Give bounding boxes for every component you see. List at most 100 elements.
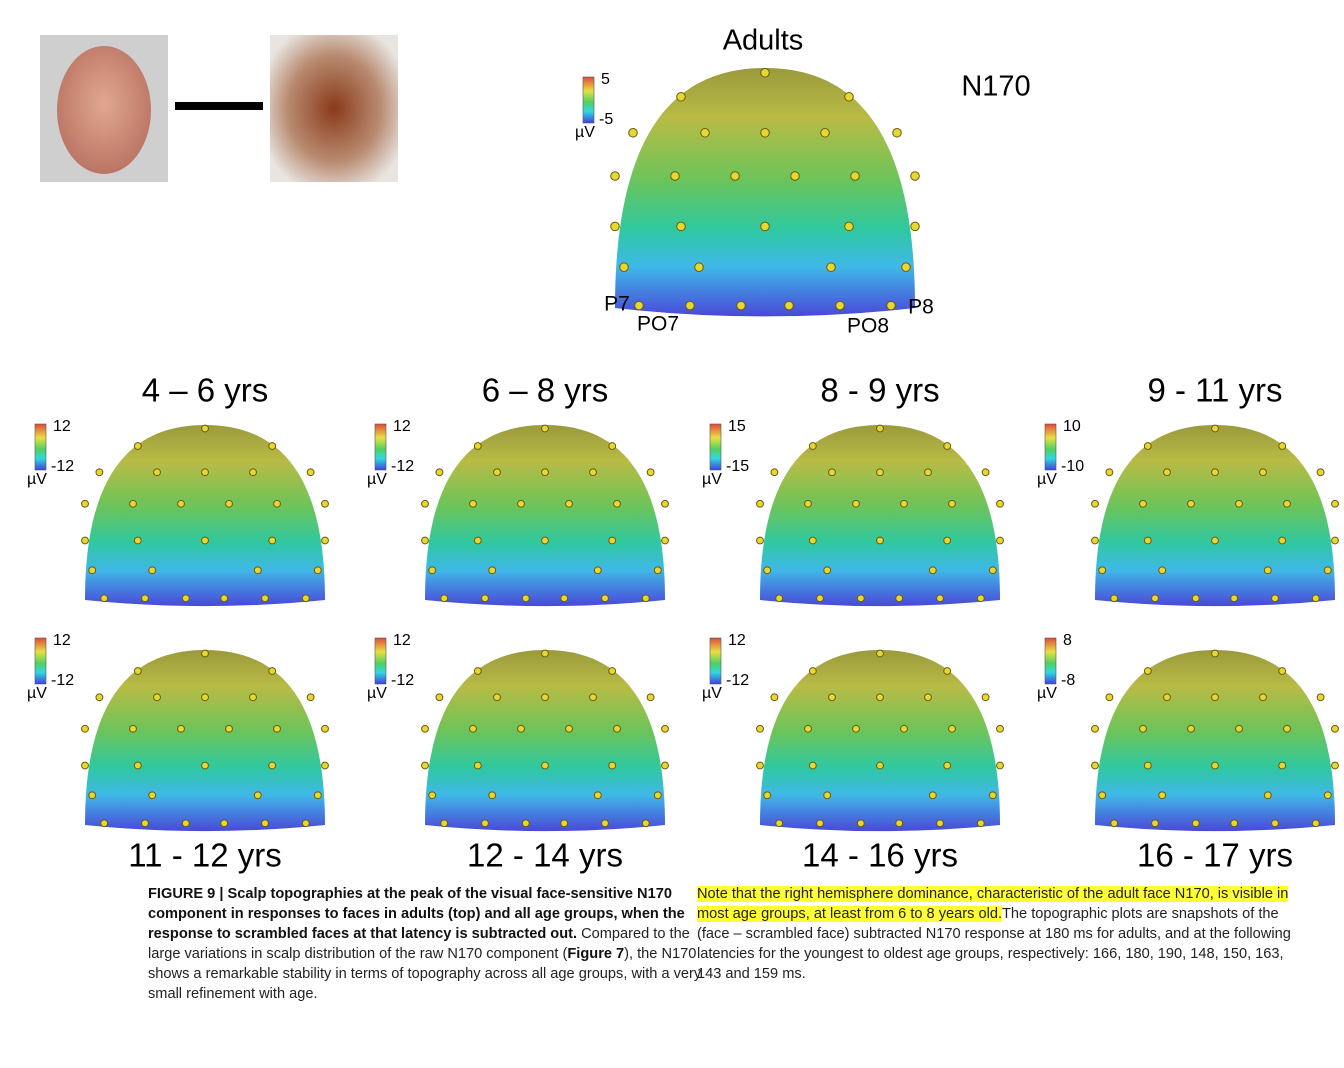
electrode — [827, 263, 836, 272]
panel-title: 8 - 9 yrs — [820, 372, 939, 409]
electrode — [1212, 762, 1219, 769]
colorbar-unit: µV — [1037, 685, 1057, 702]
electrode — [429, 567, 436, 574]
electrode — [1264, 567, 1271, 574]
electrode — [949, 500, 956, 507]
electrode — [130, 725, 137, 732]
electrode — [647, 469, 654, 476]
electrode — [542, 650, 549, 657]
colorbar-min: -5 — [599, 111, 613, 128]
electrode — [1312, 820, 1319, 827]
electrode — [1260, 694, 1267, 701]
electrode — [1279, 443, 1286, 450]
electrode — [757, 500, 764, 507]
electrode — [522, 820, 529, 827]
electrode — [1279, 668, 1286, 675]
electrode — [1188, 725, 1195, 732]
electrode — [1212, 537, 1219, 544]
scalp-map — [615, 68, 915, 316]
electrode — [1332, 537, 1339, 544]
colorbar — [35, 638, 46, 684]
electrode — [542, 537, 549, 544]
electrode — [1144, 537, 1151, 544]
electrode — [829, 469, 836, 476]
electrode — [221, 595, 228, 602]
electrode — [250, 469, 257, 476]
electrode — [82, 762, 89, 769]
electrode-label: P7 — [604, 293, 630, 316]
electrode — [662, 725, 669, 732]
electrode — [877, 425, 884, 432]
colorbar-unit: µV — [702, 471, 722, 488]
electrode — [821, 129, 830, 138]
electrode — [494, 694, 501, 701]
electrode — [1159, 567, 1166, 574]
electrode — [771, 469, 778, 476]
electrode — [845, 93, 854, 102]
electrode — [662, 500, 669, 507]
electrode — [776, 820, 783, 827]
electrode — [982, 469, 989, 476]
electrode — [654, 792, 661, 799]
electrode — [829, 694, 836, 701]
electrode — [590, 694, 597, 701]
minus-bar — [175, 102, 263, 110]
panel-title: 9 - 11 yrs — [1147, 372, 1282, 409]
electrode — [226, 500, 233, 507]
electrode — [134, 443, 141, 450]
electrode — [474, 762, 481, 769]
electrode — [1159, 792, 1166, 799]
electrode — [937, 595, 944, 602]
colorbar-min: -12 — [391, 458, 414, 475]
figure-ref[interactable]: Figure 7 — [567, 946, 624, 962]
electrode — [857, 595, 864, 602]
electrode — [925, 469, 932, 476]
electrode — [896, 820, 903, 827]
electrode — [254, 792, 261, 799]
electrode — [474, 537, 481, 544]
electrode — [902, 263, 911, 272]
electrode-label: P8 — [908, 296, 934, 319]
colorbar — [710, 638, 721, 684]
electrode — [89, 567, 96, 574]
electrode — [489, 792, 496, 799]
electrode — [997, 762, 1004, 769]
scalp-map — [1095, 425, 1335, 606]
electrode — [877, 650, 884, 657]
scalp-map — [85, 425, 325, 606]
electrode — [911, 172, 920, 181]
electrode — [274, 725, 281, 732]
electrode — [89, 792, 96, 799]
electrode — [1212, 650, 1219, 657]
scalp-map — [1095, 650, 1335, 831]
colorbar-max: 8 — [1063, 632, 1072, 649]
electrode — [254, 567, 261, 574]
electrode — [609, 762, 616, 769]
electrode — [422, 725, 429, 732]
electrode — [142, 820, 149, 827]
electrode — [1092, 762, 1099, 769]
electrode — [647, 694, 654, 701]
electrode — [1272, 595, 1279, 602]
electrode — [982, 694, 989, 701]
colorbar-unit: µV — [367, 685, 387, 702]
colorbar-unit: µV — [702, 685, 722, 702]
electrode — [1164, 694, 1171, 701]
electrode — [911, 222, 920, 231]
electrode-label: PO8 — [847, 315, 889, 338]
electrode — [761, 69, 770, 78]
electrode — [809, 762, 816, 769]
electrode — [441, 820, 448, 827]
electrode — [1236, 725, 1243, 732]
electrode — [602, 820, 609, 827]
electrode — [1317, 469, 1324, 476]
electrode — [518, 500, 525, 507]
panel-title: 6 – 8 yrs — [482, 372, 609, 409]
electrode — [1092, 537, 1099, 544]
electrode — [620, 263, 629, 272]
electrode — [594, 567, 601, 574]
electrode — [853, 500, 860, 507]
electrode — [686, 301, 695, 310]
electrode — [614, 725, 621, 732]
electrode — [314, 567, 321, 574]
